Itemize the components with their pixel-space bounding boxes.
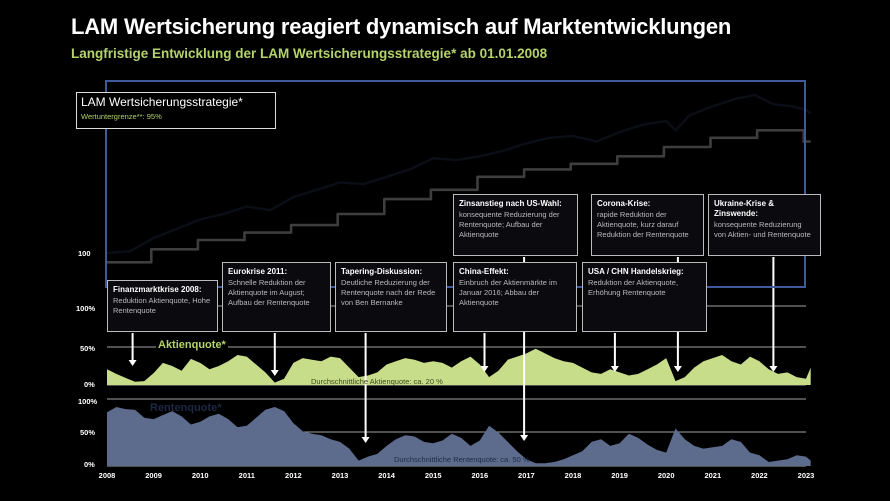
rq-y-tick-100: 100% [78, 397, 98, 406]
rq-y-tick-0: 0% [84, 460, 95, 469]
annotation-body: Einbruch der Aktienmärkte im Januar 2016… [459, 278, 557, 307]
aktienquote-label: Aktienquote* [156, 339, 228, 351]
tick-labels: 2008 2009 2010 2011 2012 2013 2014 2015 2016 2017… [99, 471, 815, 480]
allocation-areas [107, 348, 811, 466]
annotation-body: Schnelle Reduktion der Aktienquote im Au… [228, 278, 310, 307]
x-tick-2022: 2022 [751, 471, 768, 480]
arrow-head-tapering [361, 437, 370, 443]
arrow-head-corona [673, 366, 682, 372]
performance-lines [106, 93, 812, 264]
legend-subtitle: Wertuntergrenze**: 95% [81, 112, 162, 121]
x-tick-2023: 2023 [798, 471, 815, 480]
x-tick-2021: 2021 [704, 471, 721, 480]
annotation-title: Corona-Krise: [597, 199, 651, 208]
annotation-body: rapide Reduktion der Aktienquote, kurz d… [597, 210, 689, 239]
legend: LAM Wertsicherungsstrategie* Wertuntergr… [76, 92, 276, 129]
x-tick-2009: 2009 [145, 471, 162, 480]
page-title: LAM Wertsicherung reagiert dynamisch auf… [71, 14, 732, 39]
annotation-body: Deutliche Reduzierung der Rentenquote na… [341, 278, 436, 307]
x-tick-2014: 2014 [378, 471, 396, 480]
annotation-usa-chn: USA / CHN Handelskrieg: Reduktion der Ak… [582, 262, 707, 332]
x-tick-2018: 2018 [565, 471, 582, 480]
strategy-line [106, 93, 812, 255]
annotation-title: Eurokrise 2011: [228, 267, 288, 276]
arrow-head-china [480, 366, 489, 372]
rentenquote-label: Rentenquote* [150, 402, 222, 414]
arrow-head-uswahl [520, 435, 529, 441]
x-tick-2012: 2012 [285, 471, 302, 480]
annotation-eurokrise: Eurokrise 2011: Schnelle Reduktion der A… [222, 262, 331, 332]
annotation-title: USA / CHN Handelskrieg: [588, 267, 684, 276]
avg-aktienquote-label: Durchschnittliche Aktienquote: ca. 20 % [311, 377, 443, 386]
annotation-china: China-Effekt: Einbruch der Aktienmärkte … [453, 262, 577, 332]
annotation-tapering: Tapering-Diskussion: Deutliche Reduzieru… [335, 262, 447, 332]
rentenquote-area [107, 407, 811, 466]
y-tick-100: 100 [78, 249, 91, 258]
arrow-head-usa-chn [610, 366, 619, 372]
page-subtitle: Langfristige Entwicklung der LAM Wertsic… [71, 46, 548, 61]
arrow-head-ukraine [769, 366, 778, 372]
x-tick-2019: 2019 [611, 471, 628, 480]
aq-y-tick-100: 100% [76, 304, 96, 313]
annotation-body: konsequente Reduzierung der Rentenquote;… [459, 210, 560, 239]
avg-rentenquote-label: Durchschnittliche Rentenquote: ca. 50 % [394, 455, 530, 464]
annotation-title: Finanzmarktkrise 2008: [113, 285, 202, 294]
legend-title: LAM Wertsicherungsstrategie* [81, 95, 243, 109]
arrow-head-eurokrise [270, 370, 279, 376]
x-tick-2010: 2010 [192, 471, 209, 480]
annotation-ukraine: Ukraine-Krise & Zinswende: konsequente R… [708, 194, 821, 256]
x-tick-2015: 2015 [425, 471, 442, 480]
aq-y-tick-0: 0% [84, 380, 95, 389]
x-tick-2013: 2013 [332, 471, 349, 480]
annotation-corona: Corona-Krise: rapide Reduktion der Aktie… [591, 194, 704, 256]
annotation-body: Reduktion Aktienquote, Hohe Rentenquote [113, 296, 211, 315]
rq-y-tick-50: 50% [80, 428, 96, 437]
annotation-finanzmarktkrise: Finanzmarktkrise 2008: Reduktion Aktienq… [107, 280, 218, 332]
annotation-title: Zinsanstieg nach US-Wahl: [459, 199, 562, 208]
aq-y-tick-50: 50% [80, 344, 96, 353]
x-tick-2011: 2011 [239, 471, 255, 480]
arrow-head-finanzmarktkrise [128, 360, 137, 366]
annotation-body: konsequente Reduzierung von Aktien- und … [714, 220, 811, 239]
annotation-title: Tapering-Diskussion: [341, 267, 423, 276]
x-tick-2020: 2020 [658, 471, 675, 480]
aktienquote-area [107, 348, 811, 385]
wertuntergrenze-line [107, 129, 811, 264]
x-tick-2008: 2008 [99, 471, 116, 480]
x-tick-2016: 2016 [471, 471, 488, 480]
annotation-body: Reduktion der Aktienquote, Erhöhung Rent… [588, 278, 679, 297]
annotation-title: Ukraine-Krise & Zinswende: [714, 199, 775, 218]
annotation-title: China-Effekt: [459, 267, 509, 276]
x-tick-2017: 2017 [518, 471, 535, 480]
annotation-us-wahl: Zinsanstieg nach US-Wahl: konsequente Re… [453, 194, 578, 256]
